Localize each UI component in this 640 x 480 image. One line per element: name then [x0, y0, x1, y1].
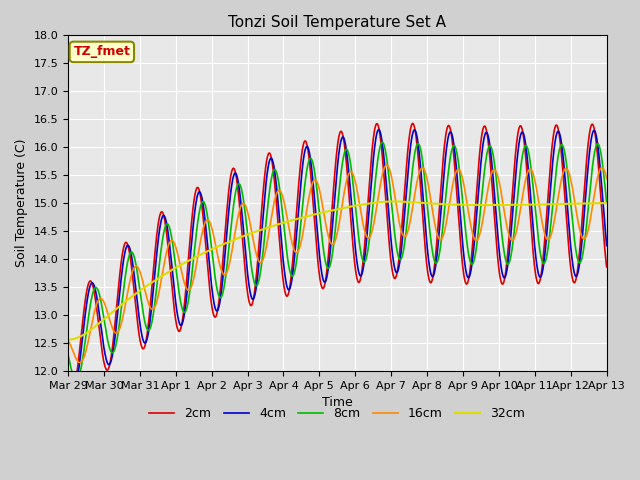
- 2cm: [184, 259, 192, 265]
- 32cm: [539, 202, 547, 207]
- 2cm: [603, 264, 611, 270]
- 16cm: [603, 176, 611, 181]
- 8cm: [422, 184, 429, 190]
- 8cm: [72, 378, 80, 384]
- 4cm: [69, 388, 77, 394]
- 4cm: [375, 127, 383, 132]
- 2cm: [64, 388, 72, 394]
- 4cm: [422, 225, 429, 231]
- 8cm: [603, 200, 611, 206]
- 16cm: [540, 226, 547, 231]
- 8cm: [492, 172, 500, 178]
- 32cm: [390, 199, 398, 204]
- 16cm: [76, 360, 84, 365]
- 2cm: [172, 313, 179, 319]
- 16cm: [244, 213, 252, 218]
- Line: 2cm: 2cm: [68, 123, 607, 396]
- 4cm: [540, 264, 547, 269]
- X-axis label: Time: Time: [322, 396, 353, 409]
- 4cm: [492, 209, 500, 215]
- 32cm: [603, 200, 611, 206]
- 32cm: [64, 337, 72, 343]
- 4cm: [184, 278, 192, 284]
- Text: TZ_fmet: TZ_fmet: [74, 46, 131, 59]
- Line: 16cm: 16cm: [68, 165, 607, 362]
- 32cm: [171, 265, 179, 271]
- Title: Tonzi Soil Temperature Set A: Tonzi Soil Temperature Set A: [228, 15, 446, 30]
- Y-axis label: Soil Temperature (C): Soil Temperature (C): [15, 139, 28, 267]
- 16cm: [492, 168, 500, 174]
- 32cm: [184, 258, 191, 264]
- 32cm: [492, 202, 499, 208]
- 32cm: [244, 231, 252, 237]
- 16cm: [184, 288, 192, 293]
- 4cm: [172, 294, 179, 300]
- 4cm: [64, 376, 72, 382]
- 4cm: [603, 243, 611, 249]
- Line: 32cm: 32cm: [68, 202, 607, 340]
- 8cm: [540, 261, 547, 266]
- 2cm: [409, 120, 417, 126]
- 8cm: [184, 299, 192, 305]
- 32cm: [421, 200, 429, 206]
- 2cm: [67, 394, 75, 399]
- 16cm: [422, 170, 429, 176]
- 8cm: [172, 259, 179, 264]
- 8cm: [64, 351, 72, 357]
- 4cm: [244, 278, 252, 284]
- 2cm: [492, 233, 500, 239]
- 2cm: [540, 252, 547, 258]
- Line: 8cm: 8cm: [68, 142, 607, 381]
- 8cm: [244, 239, 252, 245]
- 2cm: [422, 249, 429, 254]
- 16cm: [64, 337, 72, 343]
- Line: 4cm: 4cm: [68, 130, 607, 391]
- 8cm: [379, 139, 387, 145]
- Legend: 2cm, 4cm, 8cm, 16cm, 32cm: 2cm, 4cm, 8cm, 16cm, 32cm: [145, 402, 531, 425]
- 2cm: [244, 296, 252, 301]
- 16cm: [172, 242, 179, 248]
- 16cm: [383, 162, 390, 168]
